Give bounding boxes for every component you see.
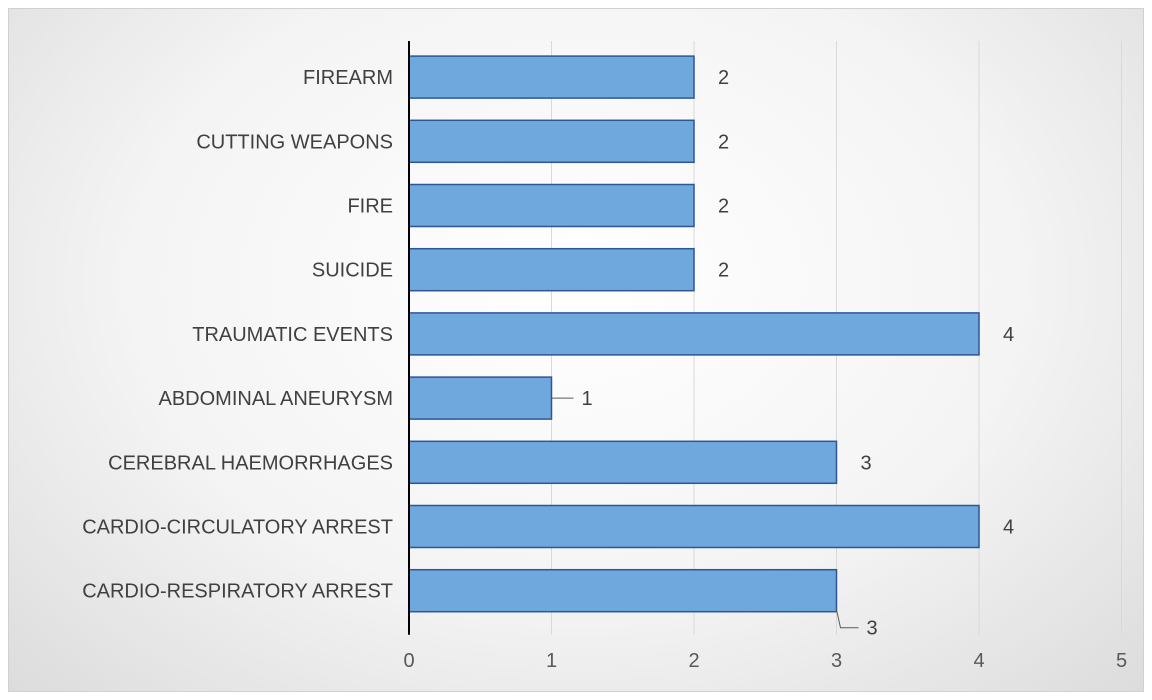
category-label: ABDOMINAL ANEURYSM	[158, 388, 393, 410]
leader-line	[836, 609, 859, 629]
data-label: 4	[1003, 517, 1014, 539]
data-label: 3	[861, 452, 872, 474]
category-label: FIRE	[347, 196, 393, 218]
bar	[408, 504, 980, 549]
category-label: SUICIDE	[312, 260, 393, 282]
labels: 0 1 2 3 4 5 FIREARM 2 CUTTING WEAPONS 2 FIRE 2 SUICI…	[82, 67, 1127, 672]
bar	[408, 55, 695, 99]
bar	[408, 376, 553, 420]
category-label: TRAUMATIC EVENTS	[192, 324, 393, 346]
x-tick-label: 1	[546, 650, 557, 672]
category-label: CUTTING WEAPONS	[196, 131, 393, 153]
category-label: CARDIO-CIRCULATORY ARREST	[82, 517, 393, 539]
data-label: 2	[718, 131, 729, 153]
category-label: CARDIO-RESPIRATORY ARREST	[82, 581, 393, 603]
x-tick-label: 0	[403, 650, 414, 672]
data-label: 2	[718, 260, 729, 282]
data-label: 4	[1003, 324, 1014, 346]
x-tick-label: 2	[688, 650, 699, 672]
bar	[408, 312, 980, 356]
bar	[408, 183, 695, 228]
data-label: 3	[867, 618, 878, 640]
bar	[408, 568, 838, 613]
bar	[408, 247, 695, 292]
bars	[408, 55, 980, 613]
x-tick-label: 4	[973, 650, 984, 672]
x-tick-label: 5	[1116, 650, 1127, 672]
bar-chart: 0 1 2 3 4 5 FIREARM 2 CUTTING WEAPONS 2 FIRE 2 SUICI…	[82, 41, 1127, 672]
bar	[408, 119, 695, 164]
x-tick-label: 3	[831, 650, 842, 672]
bar	[408, 440, 838, 485]
category-label: FIREARM	[303, 67, 393, 89]
chart-area: 0 1 2 3 4 5 FIREARM 2 CUTTING WEAPONS 2 FIRE 2 SUICI…	[8, 8, 1144, 692]
data-label: 2	[718, 67, 729, 89]
category-label: CEREBRAL HAEMORRHAGES	[108, 452, 393, 474]
data-label: 1	[582, 388, 593, 410]
data-label: 2	[718, 196, 729, 218]
